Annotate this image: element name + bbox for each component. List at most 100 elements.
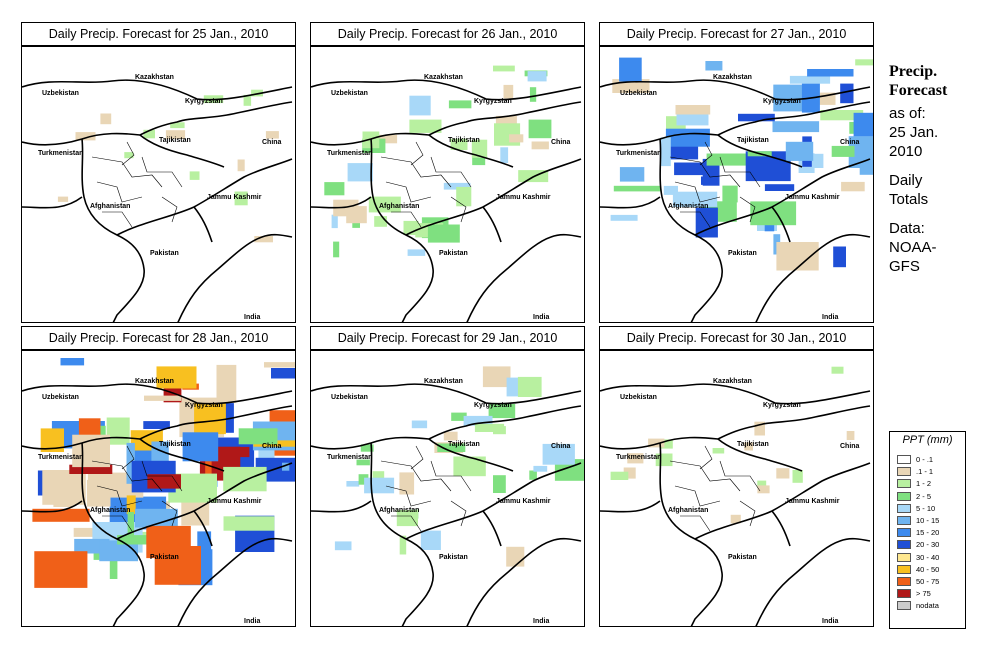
map-label-turkmenistan: Turkmenistan — [616, 150, 661, 157]
precip-cell — [86, 479, 111, 507]
legend-item: 1 - 2 — [897, 479, 961, 489]
map-label-china: China — [551, 139, 571, 146]
legend-swatch — [897, 564, 911, 574]
legend-label: > 75 — [916, 589, 931, 599]
panel-title: Daily Precip. Forecast for 25 Jan., 2010 — [21, 22, 296, 46]
province-border — [669, 460, 741, 492]
country-border — [600, 500, 661, 513]
map-label-kyrgyzstan: Kyrgyzstan — [474, 402, 512, 409]
legend-label: 2 - 5 — [916, 491, 932, 501]
precip-cell — [374, 134, 398, 144]
precip-cell — [750, 201, 797, 226]
legend-item: 50 - 75 — [897, 577, 961, 587]
legend-swatch — [897, 589, 911, 599]
precip-cell — [529, 470, 537, 480]
province-border — [450, 196, 467, 223]
map-label-jammu-kashmir: Jammu Kashmir — [785, 194, 840, 201]
map-label-tajikistan: Tajikistan — [737, 137, 769, 144]
precip-cell — [165, 130, 186, 139]
map-label-tajikistan: Tajikistan — [448, 441, 480, 448]
country-border — [600, 405, 871, 450]
province-border — [96, 485, 143, 507]
map-label-uzbekistan: Uzbekistan — [42, 90, 79, 97]
precip-cell — [610, 214, 638, 221]
data-source-line3: GFS — [889, 258, 920, 275]
totals-line1: Daily — [889, 172, 923, 189]
map-label-kyrgyzstan: Kyrgyzstan — [185, 402, 223, 409]
legend-item: 5 - 10 — [897, 503, 961, 514]
precip-cell — [223, 516, 275, 531]
precip-cell — [488, 404, 516, 419]
legend-label: .1 - 1 — [916, 467, 934, 477]
country-border — [22, 101, 293, 146]
precip-cell — [78, 418, 101, 439]
country-border — [311, 405, 582, 450]
precip-cell — [706, 153, 751, 166]
province-border — [410, 141, 424, 166]
precip-cell — [264, 362, 295, 368]
precip-cell — [374, 216, 387, 227]
map-label-uzbekistan: Uzbekistan — [331, 90, 368, 97]
map-graphic: Kazakhstan Uzbekistan Kyrgyzstan Tajikistan… — [22, 74, 293, 322]
precip-cell — [660, 137, 671, 167]
country-border — [428, 438, 514, 472]
precip-cell — [372, 471, 385, 484]
precip-cell — [619, 167, 645, 182]
legend-item: nodata — [897, 601, 961, 611]
legend-label: 15 - 20 — [916, 528, 940, 538]
legend-swatch — [897, 503, 911, 513]
map-label-china: China — [262, 443, 282, 450]
precip-cell — [841, 181, 865, 192]
legend-swatch — [897, 516, 911, 525]
as-of-line2: 25 Jan. — [889, 124, 939, 141]
legend-label: 30 - 40 — [916, 552, 940, 562]
map-label-india: India — [533, 618, 549, 625]
country-border — [694, 158, 871, 236]
precip-cell — [493, 475, 506, 493]
precip-cell — [648, 438, 665, 448]
province-border — [141, 460, 183, 492]
precip-cell — [73, 527, 101, 537]
legend-item: .1 - 1 — [897, 467, 961, 477]
precip-cell — [236, 446, 250, 458]
country-border — [405, 462, 582, 540]
precip-cell — [531, 141, 549, 150]
precip-cell — [807, 69, 854, 77]
province-border — [380, 156, 452, 188]
forecast-panel: Daily Precip. Forecast for 26 Jan., 2010… — [310, 22, 585, 323]
precip-cell — [72, 434, 110, 468]
precip-cell — [60, 358, 85, 366]
precip-cell — [757, 480, 767, 488]
country-border — [482, 206, 502, 243]
precip-cell — [106, 417, 130, 445]
panel-title: Daily Precip. Forecast for 30 Jan., 2010 — [599, 326, 874, 350]
legend-item: 40 - 50 — [897, 564, 961, 575]
precip-cell — [409, 95, 431, 116]
precip-cell — [100, 113, 112, 125]
province-border — [91, 156, 163, 188]
country-border — [755, 233, 871, 322]
precip-cell — [757, 485, 770, 494]
country-border — [771, 206, 791, 243]
precip-cell — [705, 61, 723, 71]
precip-cell — [358, 474, 369, 485]
precip-cell — [500, 147, 509, 163]
province-border — [141, 156, 183, 188]
precip-cell — [156, 366, 197, 389]
legend-item: 0 - .1 — [897, 455, 961, 465]
map-label-uzbekistan: Uzbekistan — [42, 394, 79, 401]
country-border — [755, 537, 871, 626]
precip-cell — [493, 65, 515, 72]
country-border — [600, 79, 871, 101]
map-label-china: China — [262, 139, 282, 146]
province-border — [674, 181, 721, 203]
precip-cell — [34, 551, 88, 588]
precip-cell — [205, 454, 212, 489]
precip-cell — [610, 471, 629, 480]
legend-item: 30 - 40 — [897, 552, 961, 563]
precip-map: Kazakhstan Uzbekistan Kyrgyzstan Tajikistan… — [310, 46, 585, 323]
precip-cell — [333, 199, 359, 217]
map-label-india: India — [822, 314, 838, 321]
precip-map: Kazakhstan Uzbekistan Kyrgyzstan Tajikistan… — [310, 350, 585, 627]
province-border — [739, 500, 756, 527]
